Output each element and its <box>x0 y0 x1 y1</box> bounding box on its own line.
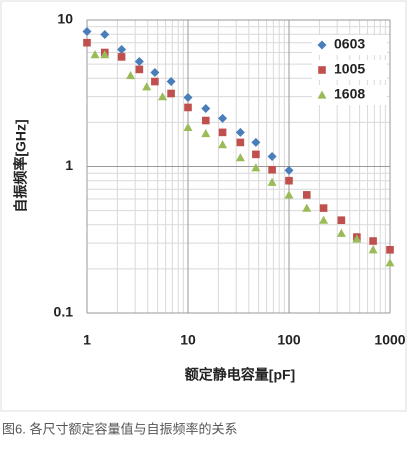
legend-marker <box>317 40 327 50</box>
point <box>285 176 293 185</box>
point <box>267 177 277 186</box>
point <box>369 237 377 245</box>
legend-label: 1005 <box>334 61 365 77</box>
point <box>158 92 168 101</box>
point <box>142 82 152 91</box>
point <box>352 234 362 243</box>
legend-bg <box>312 35 387 55</box>
point <box>201 128 211 138</box>
point <box>117 44 127 54</box>
point <box>268 165 276 174</box>
point <box>100 30 110 40</box>
point <box>183 122 193 131</box>
point <box>302 203 312 212</box>
point <box>117 53 126 61</box>
point <box>218 113 228 123</box>
point <box>201 116 210 125</box>
point <box>336 228 346 237</box>
point <box>319 204 328 212</box>
legend-marker <box>317 90 327 99</box>
point <box>284 165 294 175</box>
point <box>100 50 110 59</box>
point <box>83 38 91 47</box>
point <box>167 89 175 98</box>
point <box>166 77 176 87</box>
point <box>267 152 277 162</box>
point <box>218 128 227 137</box>
legend-marker <box>318 66 326 74</box>
caption: 图6. 各尺寸额定容量值与自振频率的关系 <box>2 421 237 436</box>
point <box>126 70 136 80</box>
point <box>134 56 144 66</box>
y-tick-label: 0.1 <box>54 304 74 320</box>
y-tick-label: 1 <box>65 157 73 173</box>
point <box>284 190 294 199</box>
point <box>252 150 260 159</box>
point <box>150 68 160 78</box>
legend-label: 1608 <box>334 86 365 102</box>
legend-bg <box>312 85 387 105</box>
point <box>337 216 346 224</box>
point <box>235 153 245 162</box>
point <box>386 246 394 254</box>
x-tick-label: 10 <box>180 332 196 348</box>
point <box>251 163 261 172</box>
point <box>302 191 311 199</box>
x-tick-label: 1 <box>83 332 91 348</box>
point <box>385 258 395 267</box>
legend-label: 0603 <box>334 36 365 52</box>
point <box>368 245 378 254</box>
point <box>90 50 100 59</box>
x-axis-label: 额定静电容量[pF] <box>185 367 295 383</box>
x-tick-label: 100 <box>277 332 301 348</box>
point <box>236 138 245 147</box>
point <box>151 77 159 86</box>
point <box>184 103 192 112</box>
point <box>135 65 144 74</box>
point <box>218 140 228 149</box>
point <box>82 26 92 36</box>
y-tick-label: 10 <box>57 11 73 27</box>
point <box>201 103 211 113</box>
point <box>183 92 193 102</box>
point <box>235 127 245 137</box>
point <box>251 137 261 147</box>
y-axis-label: 自振频率[GHz] <box>13 119 29 212</box>
legend-bg <box>312 60 387 80</box>
x-tick-label: 1000 <box>374 332 405 348</box>
point <box>319 215 329 224</box>
